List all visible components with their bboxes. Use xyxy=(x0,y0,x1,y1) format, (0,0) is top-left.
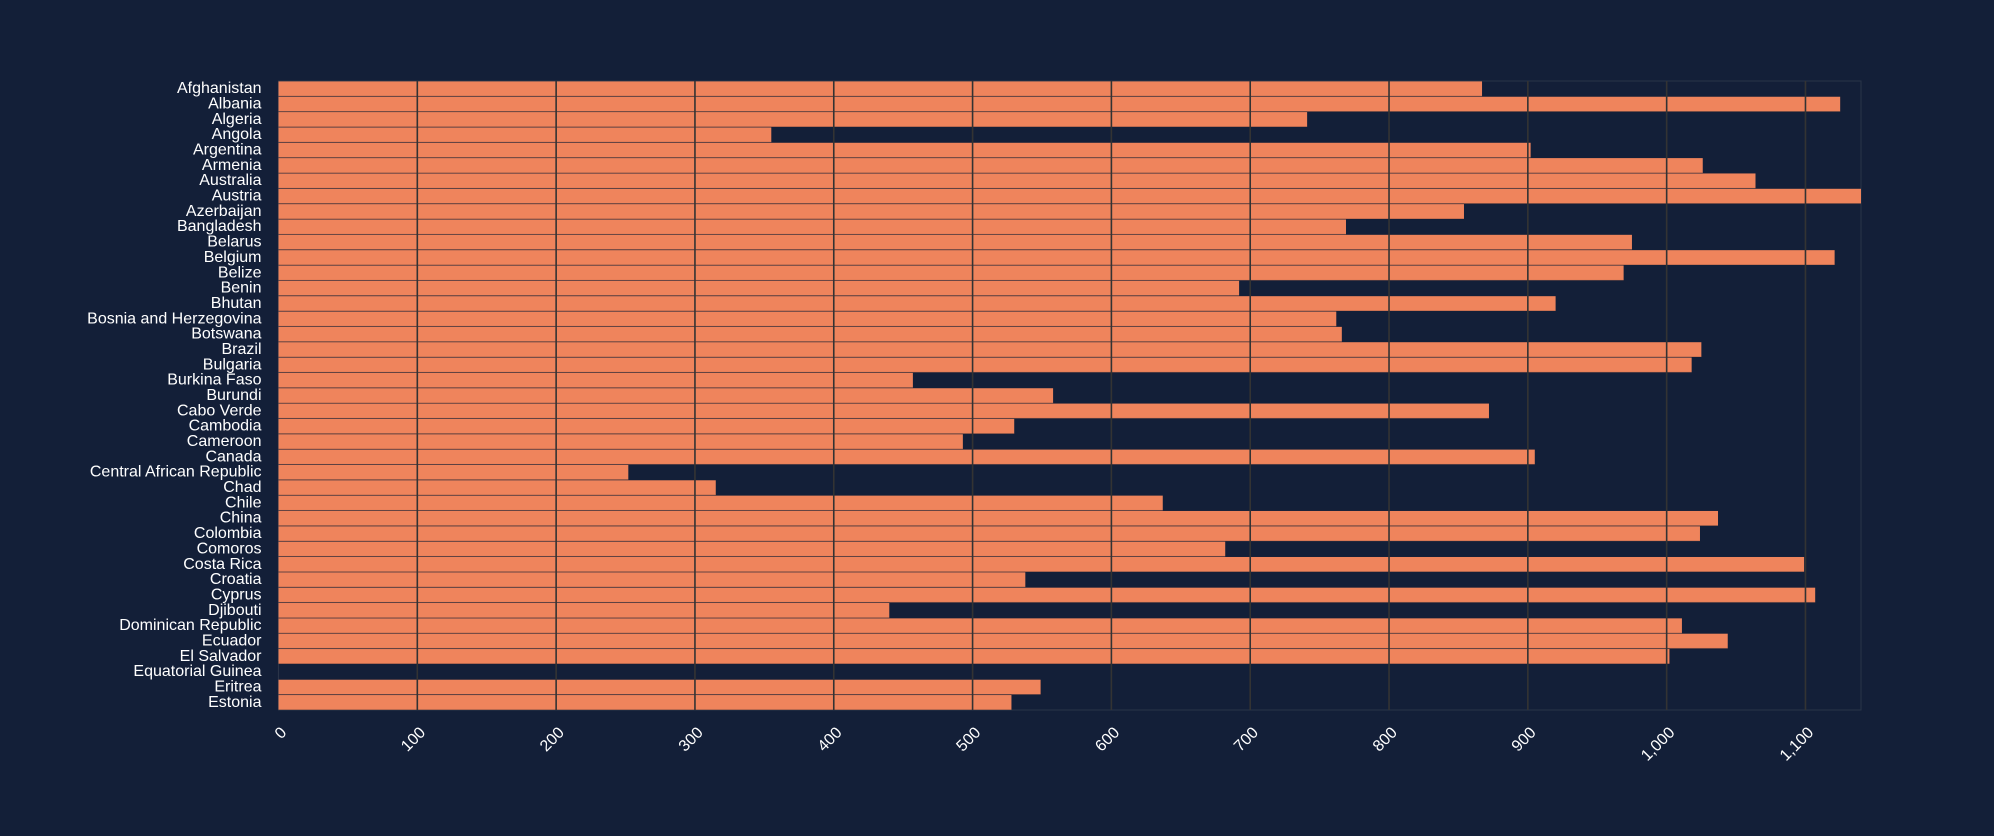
bar-cyprus xyxy=(278,587,1816,603)
bar-argentina xyxy=(278,142,1531,158)
bar-australia xyxy=(278,173,1756,188)
bar-cabo-verde xyxy=(278,403,1489,419)
bar-croatia xyxy=(278,572,1026,587)
bar-bulgaria xyxy=(278,357,1692,373)
category-label: Armenia xyxy=(202,157,262,174)
category-label: Albania xyxy=(208,96,261,113)
category-label: Colombia xyxy=(194,525,262,542)
category-label: Ecuador xyxy=(202,632,262,649)
category-label: Argentina xyxy=(193,142,262,159)
bar-algeria xyxy=(278,112,1308,127)
bar-ecuador xyxy=(278,633,1728,649)
category-label: Chile xyxy=(225,494,262,511)
category-label: Afghanistan xyxy=(177,80,262,97)
category-label: Cambodia xyxy=(189,418,262,435)
bar-angola xyxy=(278,127,772,142)
category-labels: AfghanistanAlbaniaAlgeriaAngolaArgentina… xyxy=(87,80,262,711)
category-label: Burundi xyxy=(206,387,261,404)
category-label: China xyxy=(220,510,262,527)
bars xyxy=(278,81,1861,710)
bar-azerbaijan xyxy=(278,204,1464,219)
category-label: Brazil xyxy=(221,341,261,358)
bar-djibouti xyxy=(278,603,890,618)
bar-armenia xyxy=(278,158,1703,173)
bar-colombia xyxy=(278,526,1700,541)
bar-belize xyxy=(278,265,1624,281)
bar-bhutan xyxy=(278,296,1556,311)
category-label: Djibouti xyxy=(208,602,261,619)
bar-china xyxy=(278,510,1719,526)
bar-belgium xyxy=(278,250,1835,265)
bar-benin xyxy=(278,280,1240,296)
bar-albania xyxy=(278,96,1841,112)
category-label: Botswana xyxy=(191,326,261,343)
bar-belarus xyxy=(278,234,1632,250)
bar-central-african-republic xyxy=(278,464,629,480)
bar-burundi xyxy=(278,388,1054,403)
category-label: Estonia xyxy=(208,694,261,711)
bar-eritrea xyxy=(278,679,1041,695)
gridlines-over xyxy=(416,81,1807,710)
category-label: Dominican Republic xyxy=(119,617,261,634)
category-label: Belize xyxy=(218,264,262,281)
bar-bangladesh xyxy=(278,219,1346,235)
category-label: Bosnia and Herzegovina xyxy=(87,310,261,327)
category-label: Chad xyxy=(223,479,261,496)
category-label: Azerbaijan xyxy=(186,203,262,220)
category-label: Angola xyxy=(212,126,262,143)
category-label: Costa Rica xyxy=(183,556,261,573)
bar-chile xyxy=(278,495,1163,511)
category-label: Bangladesh xyxy=(177,218,262,235)
bar-burkina-faso xyxy=(278,372,913,388)
category-label: Australia xyxy=(199,172,261,189)
category-label: Cyprus xyxy=(211,586,262,603)
category-label: Eritrea xyxy=(214,678,261,695)
bar-estonia xyxy=(278,695,1012,710)
bar-el-salvador xyxy=(278,649,1670,664)
category-label: Comoros xyxy=(197,540,262,557)
bar-cambodia xyxy=(278,418,1015,434)
category-label: Burkina Faso xyxy=(167,372,261,389)
bar-afghanistan xyxy=(278,81,1483,96)
category-label: Croatia xyxy=(210,571,262,588)
bar-dominican-republic xyxy=(278,618,1682,633)
bar-costa-rica xyxy=(278,556,1805,572)
category-label: Equatorial Guinea xyxy=(133,663,261,680)
category-label: Cameroon xyxy=(187,433,262,450)
category-label: Benin xyxy=(221,280,262,297)
category-label: Central African Republic xyxy=(90,464,262,481)
bar-cameroon xyxy=(278,434,963,449)
category-label: Canada xyxy=(205,448,261,465)
category-label: Bhutan xyxy=(211,295,262,312)
bar-bosnia-and-herzegovina xyxy=(278,311,1337,327)
bar-brazil xyxy=(278,342,1702,357)
category-label: Bulgaria xyxy=(203,356,262,373)
bar-austria xyxy=(278,188,1861,204)
bar-canada xyxy=(278,449,1535,465)
category-label: El Salvador xyxy=(180,648,262,665)
bar-comoros xyxy=(278,541,1226,557)
bar-chad xyxy=(278,480,716,495)
category-label: Algeria xyxy=(212,111,262,128)
bar-botswana xyxy=(278,326,1342,342)
category-label: Cabo Verde xyxy=(177,402,262,419)
category-label: Austria xyxy=(212,188,262,205)
category-label: Belgium xyxy=(204,249,262,266)
category-label: Belarus xyxy=(207,234,261,251)
